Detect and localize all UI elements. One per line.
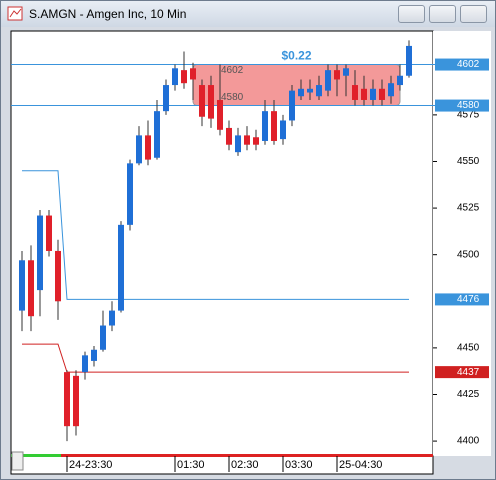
candle-body <box>316 85 322 97</box>
x-tick-label: 02:30 <box>231 459 259 471</box>
y-tick-label: 4525 <box>457 203 480 214</box>
title-bar: S.AMGN - Amgen Inc, 10 Min <box>1 1 495 27</box>
candle-body <box>334 70 340 80</box>
candle-body <box>379 88 385 100</box>
candle-body <box>217 99 223 130</box>
candle-body <box>271 111 277 141</box>
candle-body <box>244 135 250 145</box>
price-marker-label: 4580 <box>457 100 480 111</box>
candle-body <box>361 88 367 100</box>
level-line <box>22 343 409 373</box>
candle-body <box>280 120 286 140</box>
candle-body <box>352 85 358 100</box>
y-tick-label: 4550 <box>457 156 480 167</box>
candle-body <box>235 135 241 153</box>
candle-body <box>73 375 79 427</box>
candle-body <box>208 85 214 119</box>
candle-body <box>370 88 376 100</box>
candle-body <box>163 85 169 112</box>
price-marker-label: 4602 <box>457 59 480 70</box>
candle-body <box>388 83 394 97</box>
candle-body <box>325 70 331 91</box>
candle-body <box>397 75 403 86</box>
scroll-icon[interactable] <box>11 451 24 471</box>
candle-body <box>172 68 178 86</box>
y-tick-label: 4575 <box>457 110 480 121</box>
window-title: S.AMGN - Amgen Inc, 10 Min <box>29 7 187 21</box>
candle-body <box>46 215 52 251</box>
x-tick-label: 03:30 <box>285 459 313 471</box>
range-bottom-label: 4580 <box>221 92 244 103</box>
candle-body <box>262 111 268 141</box>
candle-body <box>154 111 160 158</box>
minimize-button[interactable] <box>398 5 425 23</box>
price-marker <box>435 293 489 306</box>
candle-body <box>181 70 187 84</box>
candle-body <box>199 85 205 117</box>
y-tick-label: 4450 <box>457 343 480 354</box>
price-marker <box>435 99 489 112</box>
candle-body <box>343 68 349 76</box>
candle-body <box>109 310 115 326</box>
candle-body <box>127 163 133 225</box>
candle-body <box>307 88 313 93</box>
y-tick-label: 4425 <box>457 389 480 400</box>
candle-body <box>406 45 412 76</box>
level-line <box>22 170 409 300</box>
price-marker <box>435 366 489 379</box>
candle-body <box>55 250 61 302</box>
candle-body <box>28 260 34 317</box>
y-tick-label: 4500 <box>457 249 480 260</box>
x-tick-label: 01:30 <box>177 459 205 471</box>
x-tick-label: 25-04:30 <box>339 459 382 471</box>
candle-body <box>298 88 304 97</box>
close-button[interactable] <box>460 5 487 23</box>
candle-body <box>118 224 124 311</box>
candle-body <box>19 260 25 311</box>
range-label: $0.22 <box>281 49 311 63</box>
x-tick-label: 24-23:30 <box>69 459 112 471</box>
price-marker <box>435 58 489 71</box>
status-strip <box>11 454 61 457</box>
candle-body <box>82 355 88 373</box>
candle-body <box>100 325 106 350</box>
candle-body <box>136 135 142 164</box>
status-strip <box>61 454 433 457</box>
candle-body <box>226 127 232 145</box>
price-marker-label: 4437 <box>457 367 480 378</box>
candle-body <box>91 349 97 361</box>
candle-body <box>289 90 295 121</box>
candle-body <box>37 215 43 291</box>
candle-body <box>190 68 196 80</box>
candle-body <box>145 135 151 160</box>
price-marker-label: 4476 <box>457 294 480 305</box>
y-tick-label: 4400 <box>457 436 480 447</box>
candle-body <box>253 137 259 145</box>
app-icon <box>7 6 23 21</box>
candle-body <box>64 372 70 427</box>
maximize-button[interactable] <box>429 5 456 23</box>
range-top-label: 4602 <box>221 65 244 76</box>
